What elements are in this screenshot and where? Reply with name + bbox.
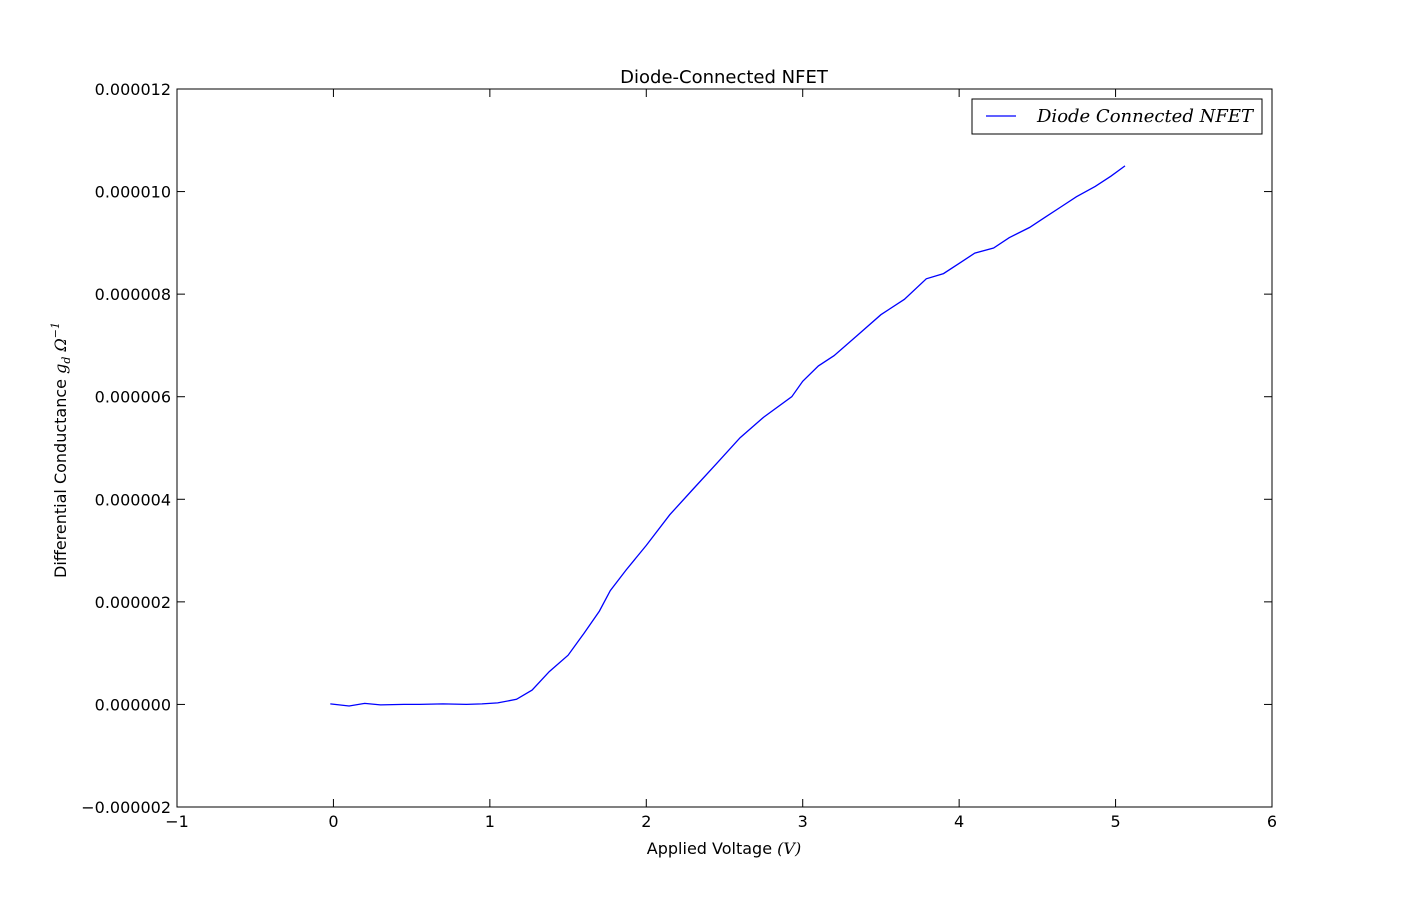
y-axis-ticks: −0.000002 0.000000 0.000002 0.000004 0.00000… (81, 80, 1272, 817)
x-tick-label: 2 (641, 812, 651, 831)
series-line-diode-connected-nfet (330, 165, 1126, 707)
x-tick-label: 0 (328, 812, 338, 831)
plot-area: −1 0 1 2 3 4 5 6 −0.000002 0.000000 0.000002 0.000… (81, 80, 1277, 831)
y-tick-label: 0.000012 (95, 80, 171, 99)
y-tick-label: 0.000002 (95, 593, 171, 612)
y-tick-label: 0.000000 (95, 695, 171, 714)
y-tick-label: −0.000002 (81, 798, 171, 817)
x-tick-label: 6 (1267, 812, 1277, 831)
legend: Diode Connected NFET (971, 98, 1263, 135)
axes-frame (176, 88, 1273, 808)
x-tick-label: 1 (485, 812, 495, 831)
chart-title: Diode-Connected NFET (620, 67, 829, 88)
x-tick-label: −1 (165, 812, 189, 831)
x-axis-label: Applied Voltage (V) (647, 839, 801, 858)
y-tick-label: 0.000008 (95, 285, 171, 304)
legend-box (971, 98, 1263, 135)
y-tick-label: 0.000004 (95, 490, 171, 509)
legend-label-diode-connected-nfet: Diode Connected NFET (1036, 106, 1255, 127)
y-tick-label: 0.000010 (95, 183, 171, 202)
y-axis-label: Differential Conductance gd Ω−1 (49, 322, 73, 578)
x-axis-ticks: −1 0 1 2 3 4 5 6 (165, 89, 1277, 831)
x-tick-label: 5 (1110, 812, 1120, 831)
y-tick-label: 0.000006 (95, 388, 171, 407)
x-tick-label: 3 (798, 812, 808, 831)
x-tick-label: 4 (954, 812, 964, 831)
